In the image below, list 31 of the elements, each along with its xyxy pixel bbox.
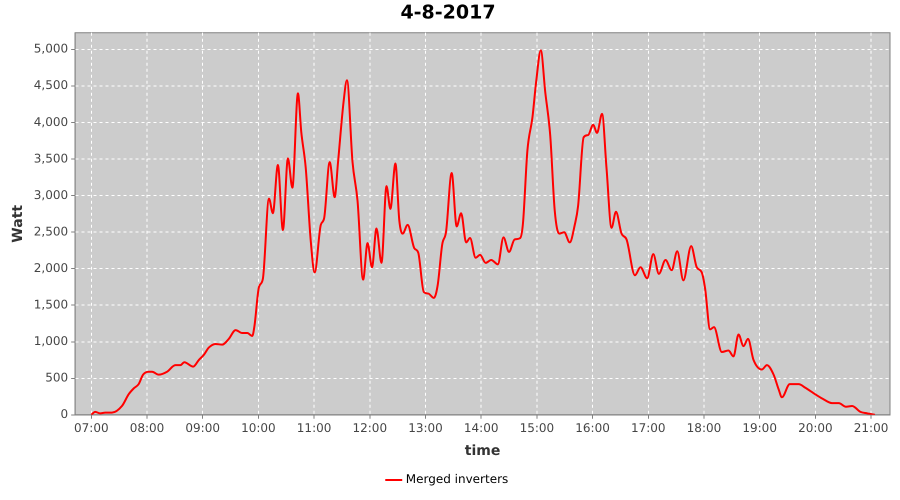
- y-tick-label: 3,000: [34, 188, 68, 202]
- line-series: [90, 49, 876, 415]
- y-tick-label: 3,500: [34, 151, 68, 166]
- x-axis-title: time: [464, 443, 500, 460]
- y-tick-label: 1,000: [34, 334, 68, 348]
- y-tick-label: 4,000: [34, 114, 68, 129]
- y-tick-label: 1,500: [34, 297, 68, 312]
- y-tick-label: 2,500: [34, 224, 68, 238]
- x-tick-label: 09:00: [185, 421, 220, 436]
- y-tick-label: 0: [60, 406, 68, 421]
- y-axis-title: Watt: [10, 204, 26, 243]
- y-tick-label: 5,000: [34, 42, 68, 56]
- x-tick-label: 19:00: [742, 421, 777, 436]
- x-tick-label: 15:00: [520, 421, 554, 436]
- y-tick-label: 500: [45, 370, 68, 384]
- legend-label: Merged inverters: [406, 472, 508, 486]
- x-tick-label: 13:00: [408, 421, 443, 436]
- x-tick-label: 16:00: [575, 421, 610, 436]
- x-tick-label: 12:00: [352, 421, 388, 436]
- y-tick-label: 4,500: [34, 78, 68, 92]
- x-tick-label: 14:00: [464, 421, 498, 436]
- x-tick-label: 20:00: [798, 421, 833, 436]
- x-tick-label: 21:00: [854, 421, 888, 436]
- y-tick-label: 2,000: [34, 260, 68, 275]
- x-tick-label: 17:00: [630, 421, 666, 436]
- x-tick-label: 18:00: [686, 421, 722, 436]
- chart-title: 4-8-2017: [400, 1, 496, 24]
- x-tick-label: 11:00: [296, 421, 332, 436]
- x-tick-label: 08:00: [130, 421, 164, 436]
- x-tick-label: 07:00: [74, 421, 109, 436]
- x-tick-label: 10:00: [241, 421, 276, 436]
